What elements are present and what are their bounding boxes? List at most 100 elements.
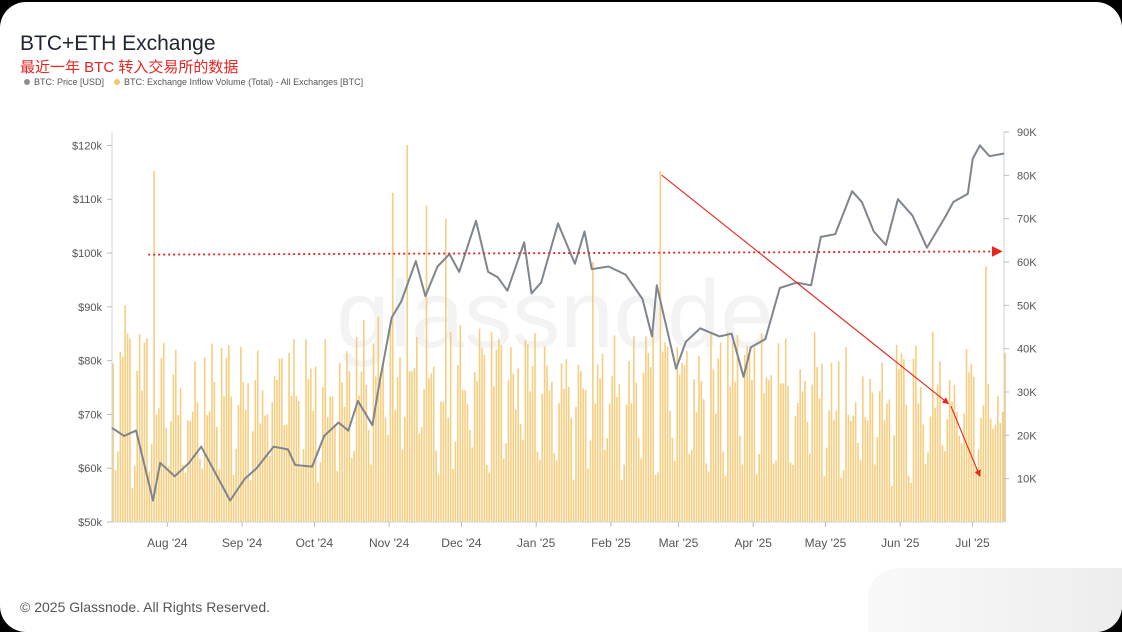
inflow-bar — [153, 171, 155, 522]
inflow-bar — [302, 449, 305, 522]
inflow-bar — [741, 464, 744, 522]
inflow-bar — [483, 354, 486, 522]
inflow-bar — [835, 410, 838, 522]
inflow-bar — [500, 344, 503, 522]
legend-item-price[interactable]: BTC: Price [USD] — [24, 77, 104, 87]
inflow-bar — [681, 362, 683, 522]
legend-item-inflow[interactable]: BTC: Exchange Inflow Volume (Total) - Al… — [114, 77, 363, 87]
inflow-bar — [975, 467, 977, 522]
inflow-bar — [230, 396, 233, 522]
inflow-bar — [546, 365, 548, 522]
inflow-bar — [252, 431, 254, 522]
inflow-bar — [608, 403, 611, 522]
inflow-bar — [661, 351, 664, 522]
inflow-bar — [572, 479, 575, 522]
watermark: glassnode — [336, 261, 774, 368]
inflow-bar — [177, 415, 180, 522]
inflow-bar — [980, 417, 982, 522]
inflow-bar — [611, 376, 613, 522]
inflow-bar — [987, 383, 990, 522]
inflow-bar — [505, 443, 507, 522]
inflow-bar — [770, 375, 773, 522]
inflow-bar — [336, 471, 339, 522]
inflow-bar — [780, 383, 782, 522]
inflow-bar — [293, 339, 295, 522]
inflow-bar — [575, 407, 577, 522]
inflow-bar — [813, 332, 816, 522]
y-right-tick-label: 60K — [1017, 257, 1037, 269]
inflow-bar — [266, 414, 269, 522]
trend-arrow — [661, 174, 950, 405]
inflow-bar — [862, 376, 864, 522]
inflow-bar — [121, 357, 124, 522]
inflow-bar — [702, 399, 705, 522]
legend-inflow-marker — [114, 79, 121, 85]
inflow-bar — [992, 428, 994, 522]
inflow-bar — [454, 441, 457, 522]
inflow-bar — [717, 358, 720, 522]
inflow-bar — [432, 366, 435, 522]
y-right-tick-label: 20K — [1017, 430, 1037, 442]
inflow-bar — [551, 381, 553, 522]
inflow-bar — [821, 363, 823, 522]
inflow-bar — [782, 383, 785, 522]
inflow-bar — [355, 336, 358, 522]
inflow-bar — [637, 437, 640, 522]
legend: BTC: Price [USD] BTC: Exchange Inflow Vo… — [24, 77, 363, 87]
inflow-bar — [322, 387, 324, 522]
inflow-bar — [784, 338, 787, 522]
inflow-bar — [360, 371, 363, 522]
inflow-bar — [828, 410, 830, 522]
inflow-bar — [669, 410, 671, 522]
inflow-bar — [254, 380, 257, 522]
inflow-bar — [799, 369, 801, 522]
inflow-bar — [146, 338, 148, 522]
inflow-bar — [406, 145, 409, 522]
inflow-bar — [338, 363, 341, 522]
inflow-bar — [276, 379, 278, 522]
inflow-bar — [919, 386, 922, 522]
inflow-bar — [859, 459, 862, 522]
inflow-bar — [695, 412, 698, 522]
legend-price-marker — [24, 79, 30, 85]
inflow-bar — [370, 464, 372, 522]
y-right-tick-label: 40K — [1017, 344, 1037, 356]
inflow-bar — [199, 458, 201, 522]
inflow-bar — [384, 417, 387, 522]
inflow-bar — [211, 343, 213, 522]
inflow-bar — [271, 402, 274, 522]
inflow-bar — [613, 335, 616, 522]
inflow-bar — [522, 439, 524, 522]
inflow-bar — [391, 192, 394, 522]
inflow-bar — [968, 372, 970, 522]
y-left-tick-label: $80k — [78, 356, 102, 368]
y-left-tick-label: $60k — [78, 463, 102, 475]
inflow-bar — [269, 455, 271, 522]
inflow-bar — [543, 346, 546, 522]
inflow-bar — [763, 393, 765, 522]
inflow-bar — [601, 353, 604, 522]
x-tick-label: Apr '25 — [734, 536, 772, 550]
inflow-bar — [647, 352, 650, 522]
inflow-bar — [753, 347, 756, 522]
inflow-bar — [473, 371, 476, 522]
inflow-bar — [775, 460, 777, 522]
axes: $50k $60k $70k $80k $90k $100k $110k $120k 10K 20… — [72, 127, 1037, 550]
inflow-bar — [232, 474, 235, 522]
inflow-bar — [396, 377, 399, 522]
x-tick-label: Jul '25 — [955, 536, 990, 550]
inflow-bar — [476, 381, 478, 522]
inflow-bar — [960, 443, 963, 522]
inflow-bar — [871, 392, 874, 522]
inflow-bar — [958, 435, 961, 522]
inflow-bar — [898, 369, 900, 522]
inflow-bar — [845, 347, 847, 522]
inflow-bar — [874, 464, 876, 522]
x-tick-label: Mar '25 — [659, 536, 699, 550]
inflow-bar — [900, 353, 903, 522]
inflow-bar — [587, 468, 589, 522]
inflow-bar — [801, 391, 804, 522]
inflow-bar — [273, 376, 276, 522]
inflow-bar — [208, 411, 211, 522]
inflow-bar — [715, 413, 717, 522]
